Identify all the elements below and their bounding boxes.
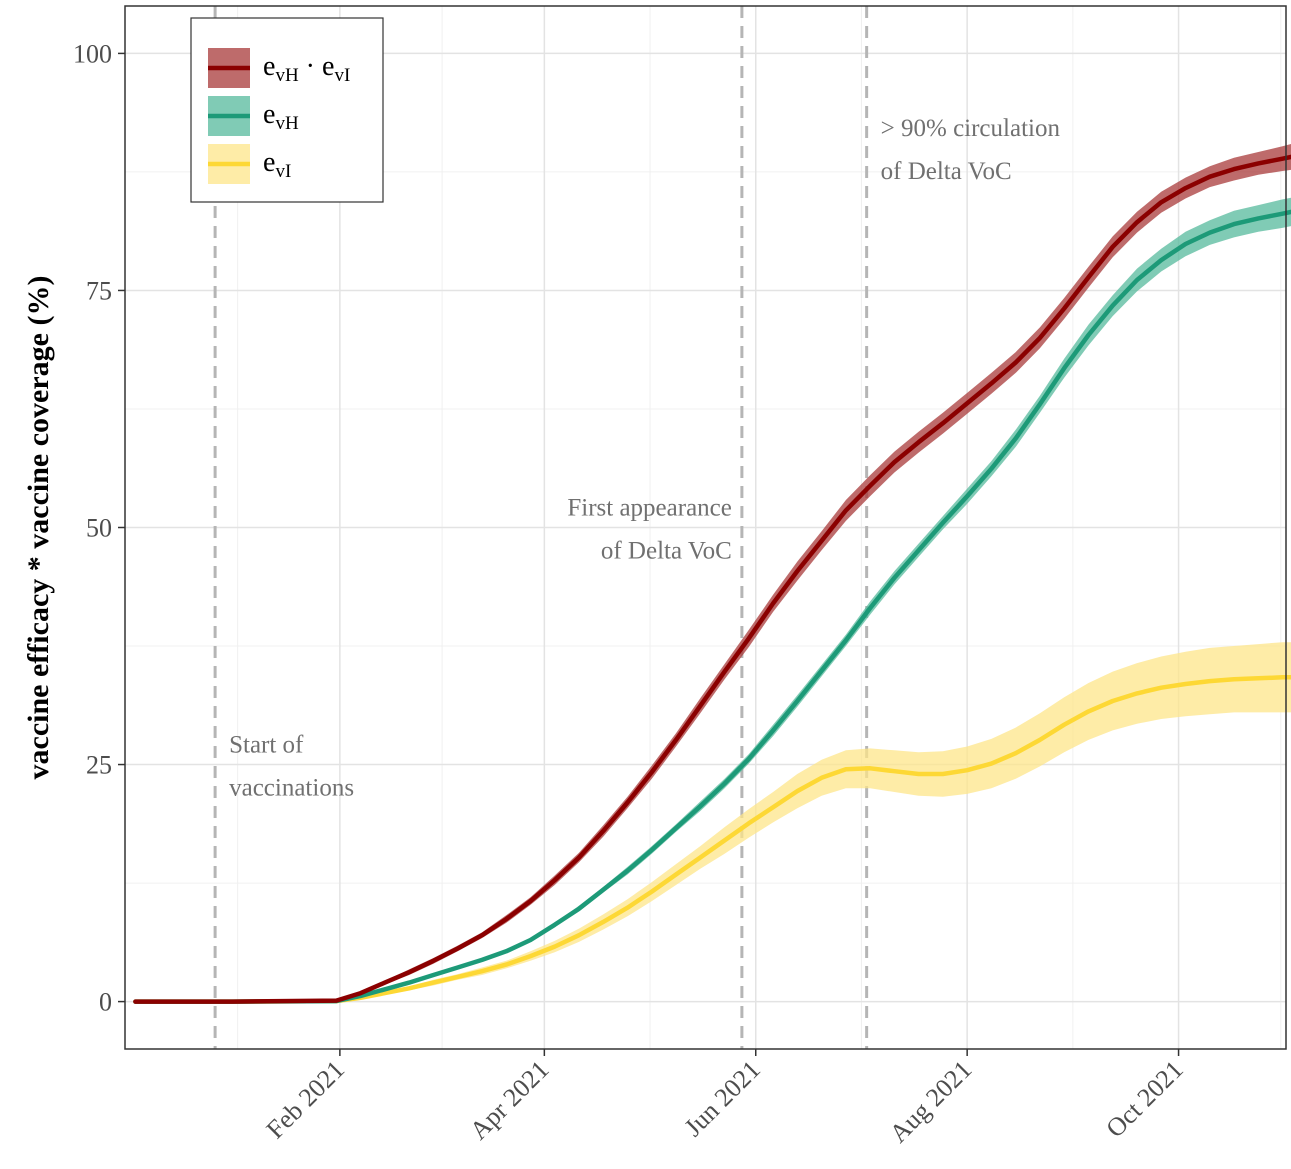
- x-tick-label: Jun 2021: [679, 1055, 766, 1142]
- legend: evH · evI evH evI: [190, 17, 384, 203]
- series-lines: [133, 154, 1291, 1004]
- x-tick-label: Oct 2021: [1100, 1055, 1188, 1143]
- confidence-bands: [135, 143, 1291, 1002]
- reference-lines: [213, 6, 869, 1049]
- annotation-line: of Delta VoC: [601, 538, 732, 565]
- annotation-2: First appearance of Delta VoC: [567, 495, 732, 565]
- x-tick-label: Aug 2021: [884, 1055, 978, 1149]
- annotation-line: First appearance: [567, 495, 732, 522]
- annotation-1: Start of vaccinations: [229, 732, 354, 802]
- x-tick-label: Apr 2021: [464, 1055, 554, 1145]
- series-line-1: [133, 154, 1291, 1004]
- confidence-band-2: [135, 197, 1291, 1002]
- y-tick-label: 100: [73, 39, 112, 68]
- y-tick-label: 25: [86, 751, 112, 780]
- series-line-2: [133, 209, 1291, 1004]
- y-tick-label: 75: [86, 276, 112, 305]
- confidence-band-1: [135, 143, 1291, 1002]
- annotation-line: > 90% circulation: [881, 115, 1061, 142]
- legend-label-1: evH · evI: [263, 51, 350, 86]
- y-axis-label: vaccine efficacy * vaccine coverage (%): [22, 276, 55, 780]
- series-line-3: [133, 675, 1291, 1004]
- legend-label-2: evH: [263, 99, 299, 134]
- legend-label-3: evI: [263, 147, 291, 182]
- confidence-band-3: [135, 642, 1291, 1002]
- y-tick-label: 0: [99, 988, 112, 1017]
- y-tick-label: 50: [86, 514, 112, 543]
- annotation-line: vaccinations: [229, 775, 354, 802]
- annotation-3: > 90% circulation of Delta VoC: [881, 115, 1061, 185]
- annotations: Start of vaccinations First appearance of D…: [229, 115, 1060, 801]
- x-tick-label: Feb 2021: [261, 1055, 350, 1144]
- annotation-line: Start of: [229, 732, 304, 759]
- annotation-line: of Delta VoC: [881, 158, 1012, 185]
- axes: 0 25 50 75 100 Feb 2021 Apr 2021 Jun 2021 Aug 20…: [73, 39, 1189, 1148]
